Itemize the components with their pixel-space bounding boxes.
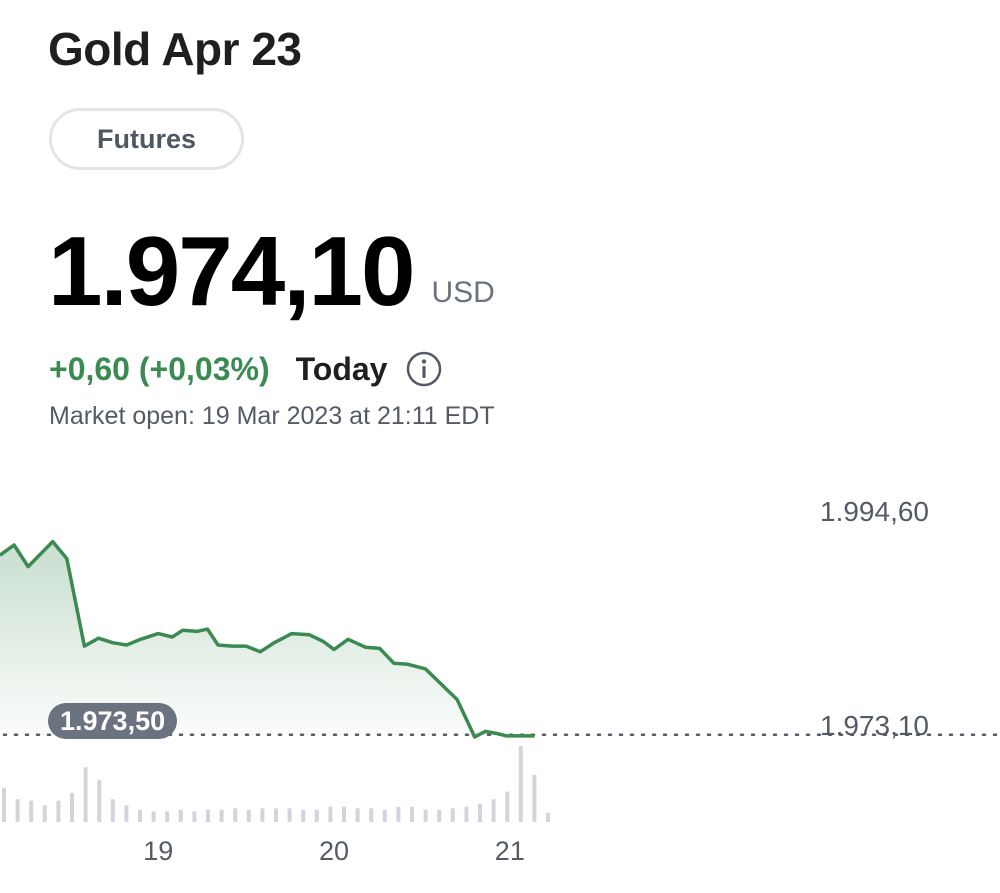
volume-bar (219, 809, 224, 822)
volume-bar (97, 780, 102, 822)
volume-bar (56, 800, 61, 822)
x-axis-label: 19 (143, 836, 174, 866)
price-change: +0,60 (+0,03%) (49, 350, 270, 387)
volume-bar (410, 806, 414, 822)
volume-bar (328, 806, 333, 822)
volume-bar (15, 799, 20, 822)
volume-bar (29, 800, 34, 822)
volume-bar (546, 812, 550, 822)
volume-bar (464, 806, 469, 822)
price-chart[interactable]: 1.994,60 1.973,10 1.973,50 19 20 21 (0, 470, 1000, 893)
volume-bar (301, 809, 306, 822)
volume-bar (138, 809, 142, 822)
price-area (0, 541, 535, 737)
volume-bar (532, 774, 537, 822)
price-line (0, 539, 535, 739)
volume-bar (124, 805, 129, 822)
volume-bar (206, 809, 210, 822)
volume-bar (70, 793, 74, 822)
currency-label: USD (431, 275, 495, 309)
volume-bar (233, 808, 238, 822)
volume-bar (396, 806, 401, 822)
change-row: +0,60 (+0,03%) Today (49, 350, 443, 388)
volume-bar (151, 811, 156, 822)
volume-bar (314, 809, 319, 822)
volume-bar (42, 805, 47, 822)
current-price: 1.974,10 (48, 216, 415, 326)
previous-close-badge: 1.973,50 (48, 703, 178, 739)
market-status: Market open: 19 Mar 2023 at 21:11 EDT (49, 402, 495, 430)
futures-tag[interactable]: Futures (49, 108, 244, 170)
x-axis-label: 21 (494, 836, 525, 866)
volume-bar (83, 767, 88, 822)
volume-bar (165, 811, 170, 822)
volume-bar (2, 787, 6, 822)
period-label: Today (295, 350, 388, 387)
volume-bar (355, 808, 360, 822)
volume-bar (342, 806, 346, 822)
chart-canvas (0, 539, 998, 822)
volume-bar (423, 809, 428, 822)
volume-bar (287, 808, 292, 822)
volume-bar (491, 799, 496, 822)
price-row: 1.974,10 USD (48, 216, 495, 326)
volume-bar (450, 808, 455, 822)
volume-bar (382, 809, 387, 822)
volume-bar (437, 809, 442, 822)
volume-bar (260, 808, 265, 822)
info-circle-icon[interactable] (405, 350, 443, 388)
volume-bar (274, 808, 278, 822)
volume-bar (110, 799, 115, 822)
volume-bar (246, 809, 251, 822)
x-axis-label: 20 (319, 836, 350, 866)
volume-bar (518, 746, 523, 822)
y-axis-label-low: 1.973,10 (820, 710, 929, 741)
volume-bar (369, 808, 374, 822)
volume-bar (505, 791, 510, 822)
y-axis-label-high: 1.994,60 (820, 496, 929, 527)
volume-bar (478, 803, 482, 822)
page-title: Gold Apr 23 (48, 23, 302, 75)
volume-bar (178, 809, 183, 822)
volume-bar (192, 811, 197, 822)
